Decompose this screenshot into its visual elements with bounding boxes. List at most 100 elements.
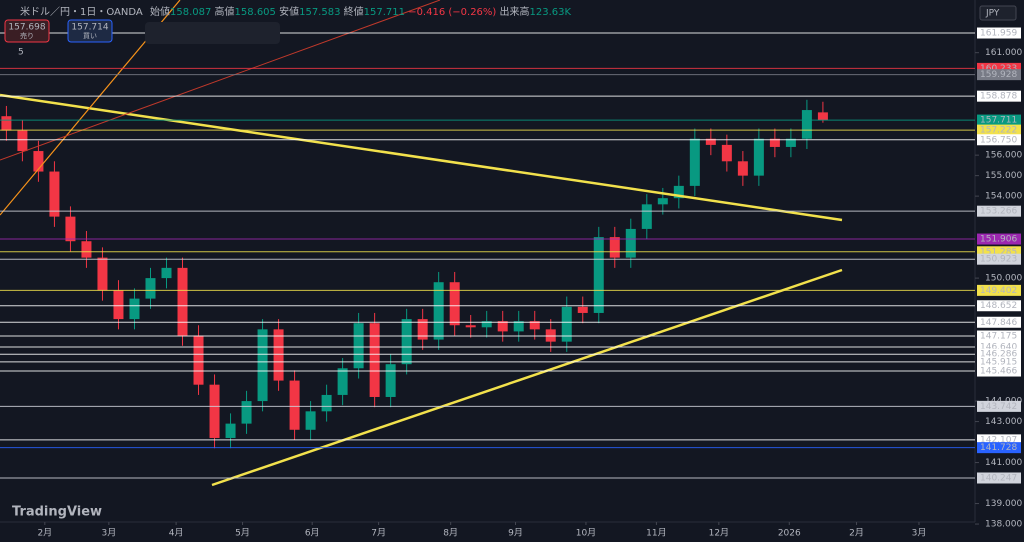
candle-body — [305, 411, 316, 430]
candle-body — [689, 138, 700, 186]
candle-body — [625, 228, 636, 258]
candle-body — [17, 130, 28, 152]
buy-button[interactable] — [67, 19, 113, 43]
buy-label[interactable]: 買い — [83, 32, 97, 40]
candle-body — [257, 329, 268, 402]
level-label-box — [977, 300, 1021, 312]
level-label-box — [977, 114, 1021, 126]
level-label: 151.285 — [980, 247, 1017, 257]
level-label: 142.107 — [980, 435, 1017, 445]
level-label-box — [977, 205, 1021, 217]
candle-body — [81, 241, 92, 258]
level-label: 149.402 — [980, 286, 1017, 296]
y-tick-label: 141.000 — [985, 458, 1022, 468]
x-tick-label: 2月 — [37, 528, 52, 539]
x-tick-label: 6月 — [305, 528, 320, 539]
drawing-toolbar[interactable] — [145, 22, 280, 44]
candle-body — [673, 185, 684, 199]
x-tick-label: 12月 — [709, 528, 729, 539]
level-label-box — [977, 365, 1021, 377]
candle-body — [497, 321, 508, 332]
level-label: 157.711 — [980, 116, 1017, 126]
level-label-box — [977, 472, 1021, 484]
candle-body — [113, 290, 124, 320]
candle-body — [641, 204, 652, 229]
trend-line — [0, 93, 843, 222]
level-label-box — [977, 442, 1021, 454]
ohlc: 始値158.087 高値158.605 安値157.583 終値157.711 … — [150, 5, 572, 18]
currency-box[interactable] — [979, 5, 1017, 21]
level-label-box — [977, 316, 1021, 328]
y-tick-label: 150.000 — [985, 274, 1022, 284]
indicator-count[interactable]: 5 — [18, 48, 24, 58]
candle-body — [609, 237, 620, 258]
level-label: 140.247 — [980, 473, 1017, 483]
level-label: 150.923 — [980, 255, 1017, 265]
level-label-box — [977, 434, 1021, 446]
change: −0.416 (−0.26%) — [408, 7, 496, 18]
level-label: 151.906 — [980, 235, 1017, 245]
candle-body — [321, 394, 332, 412]
candle-body — [161, 267, 172, 279]
sell-button[interactable] — [4, 19, 50, 43]
level-label: 147.175 — [980, 332, 1017, 342]
level-label-box — [977, 62, 1021, 74]
candle-body — [513, 321, 524, 332]
level-label-box — [977, 253, 1021, 265]
x-tick-label: 2026 — [778, 529, 801, 539]
sell-price[interactable]: 157.698 — [8, 23, 45, 33]
candle-body — [33, 151, 44, 172]
level-label: 157.222 — [980, 126, 1017, 136]
label: 始値 — [150, 5, 170, 18]
level-label: 143.742 — [980, 402, 1017, 412]
candle-body — [97, 257, 108, 291]
candle-body — [593, 237, 604, 313]
candle-body — [801, 110, 812, 139]
candle-body — [369, 323, 380, 397]
value: 157.711 — [364, 7, 405, 18]
currency[interactable]: JPY — [985, 9, 1000, 19]
candle-body — [417, 319, 428, 340]
x-tick-label: 3月 — [912, 528, 927, 539]
level-label: 146.286 — [980, 350, 1017, 360]
level-label: 145.915 — [980, 357, 1017, 367]
candle-body — [353, 323, 364, 369]
level-label: 153.266 — [980, 207, 1017, 217]
level-label-box — [977, 246, 1021, 258]
candle-body — [753, 138, 764, 176]
candle-body — [817, 112, 828, 121]
level-label-box — [977, 348, 1021, 360]
level-label: 160.233 — [980, 64, 1017, 74]
value: 123.63K — [530, 7, 572, 18]
buy-price[interactable]: 157.714 — [71, 23, 108, 33]
y-tick-label: 138.000 — [985, 520, 1022, 530]
level-label: 161.959 — [980, 29, 1017, 39]
candle-body — [529, 321, 540, 330]
candle-body — [385, 364, 396, 397]
level-label: 148.652 — [980, 301, 1017, 311]
candle-body — [769, 138, 780, 147]
sell-label[interactable]: 売り — [20, 31, 34, 40]
candle-body — [129, 298, 140, 320]
candle-body — [193, 335, 204, 385]
levels: 161.959160.233159.928158.878157.71112:37… — [0, 27, 1021, 484]
candle-body — [289, 380, 300, 430]
level-label-box — [977, 400, 1021, 412]
value: 157.583 — [299, 7, 340, 18]
label: 高値 — [215, 5, 235, 18]
level-label: 158.878 — [980, 92, 1017, 102]
y-tick-label: 143.000 — [985, 417, 1022, 427]
level-label-box — [977, 284, 1021, 296]
candle-body — [449, 282, 460, 326]
level-label: 147.846 — [980, 318, 1017, 328]
candle-body — [225, 423, 236, 438]
level-label-box — [977, 233, 1021, 245]
candle-body — [705, 138, 716, 145]
candle-body — [241, 401, 252, 424]
level-label-box — [977, 69, 1021, 81]
candle-body — [577, 306, 588, 313]
candle-body — [561, 306, 572, 342]
y-tick-label: 154.000 — [985, 192, 1022, 202]
